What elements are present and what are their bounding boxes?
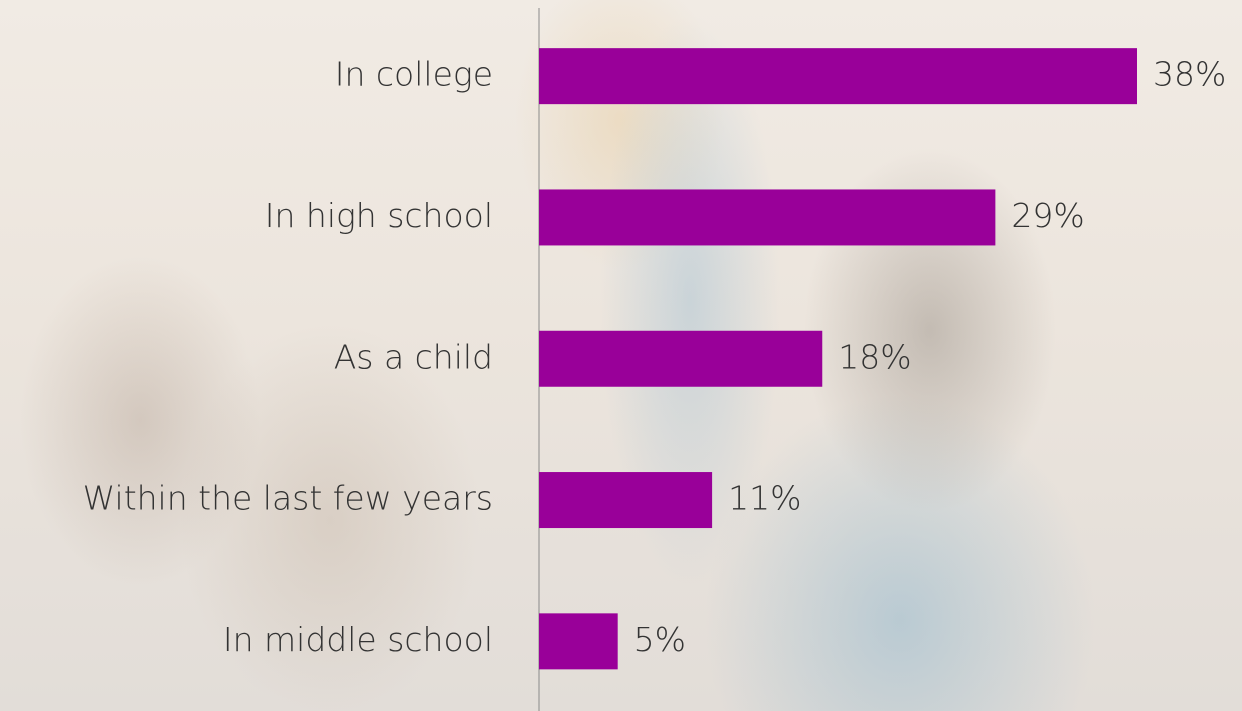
bar — [539, 189, 996, 246]
value-label: 11% — [728, 479, 801, 518]
category-label: Within the last few years — [83, 479, 493, 518]
category-label: As a child — [334, 337, 493, 376]
category-label: In high school — [265, 196, 493, 235]
value-label: 29% — [1011, 196, 1084, 235]
category-label: In middle school — [223, 620, 493, 659]
category-label: In college — [335, 55, 493, 94]
bar — [539, 613, 618, 670]
value-label: 38% — [1153, 55, 1226, 94]
bar — [539, 330, 823, 387]
bar — [539, 472, 713, 529]
bar — [539, 48, 1137, 105]
value-label: 5% — [634, 620, 686, 659]
value-label: 18% — [838, 337, 911, 376]
